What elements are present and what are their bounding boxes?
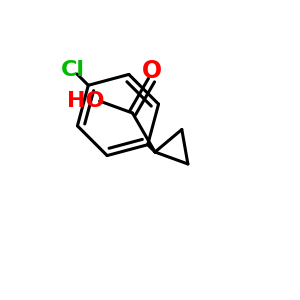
Text: O: O (141, 59, 162, 83)
Text: Cl: Cl (61, 60, 85, 80)
Text: HO: HO (67, 91, 104, 111)
